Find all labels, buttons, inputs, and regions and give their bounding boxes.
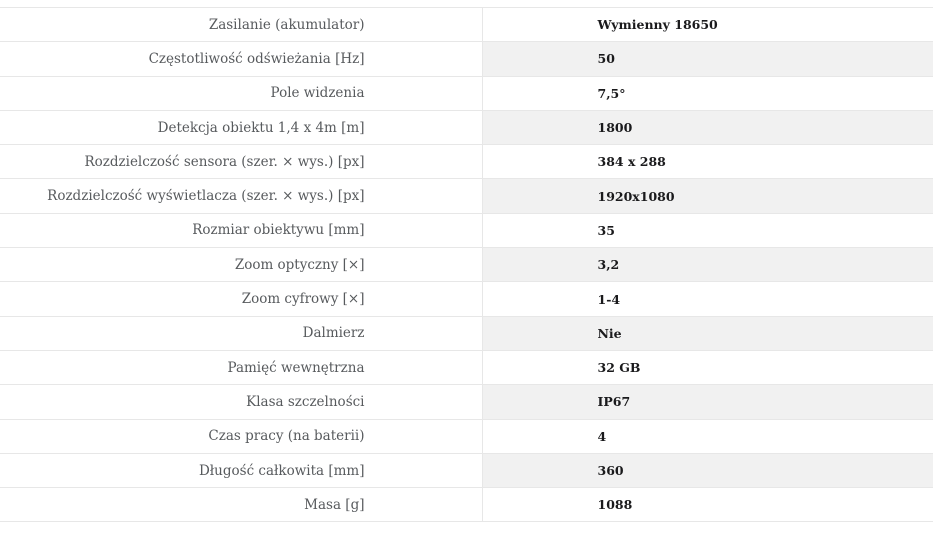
table-row: Zoom optyczny [×] 3,2 — [0, 247, 933, 283]
spec-value: 4 — [482, 419, 933, 454]
spec-label: Długość całkowita [mm] — [0, 453, 483, 489]
spec-label: Masa [g] — [0, 487, 483, 523]
spec-label: Rozmiar obiektywu [mm] — [0, 213, 483, 249]
spec-value: 50 — [482, 41, 933, 77]
spec-label: Rozdzielczość sensora (szer. × wys.) [px… — [0, 144, 483, 180]
table-row: Klasa szczelności IP67 — [0, 384, 933, 420]
spec-value: 3,2 — [482, 247, 933, 283]
spec-label: Dalmierz — [0, 316, 483, 351]
table-row: Częstotliwość odświeżania [Hz] 50 — [0, 41, 933, 77]
spec-label: Zoom cyfrowy [×] — [0, 281, 483, 317]
spec-value: Wymienny 18650 — [482, 7, 933, 43]
spec-label: Czas pracy (na baterii) — [0, 419, 483, 454]
spec-label: Częstotliwość odświeżania [Hz] — [0, 41, 483, 77]
spec-label: Klasa szczelności — [0, 384, 483, 420]
spec-value: Nie — [482, 316, 933, 351]
spec-label: Rozdzielczość wyświetlacza (szer. × wys.… — [0, 178, 483, 214]
spec-value: 32 GB — [482, 350, 933, 386]
spec-value: 1088 — [482, 487, 933, 523]
spec-label: Zoom optyczny [×] — [0, 247, 483, 283]
spec-value: 7,5° — [482, 76, 933, 111]
table-row: Długość całkowita [mm] 360 — [0, 453, 933, 489]
spec-label: Pole widzenia — [0, 76, 483, 111]
table-row: Pamięć wewnętrzna 32 GB — [0, 350, 933, 386]
table-row: Dalmierz Nie — [0, 316, 933, 351]
spec-value: 1-4 — [482, 281, 933, 317]
spec-value: 1800 — [482, 110, 933, 146]
table-row: Zasilanie (akumulator) Wymienny 18650 — [0, 7, 933, 43]
table-row: Czas pracy (na baterii) 4 — [0, 419, 933, 454]
table-row: Masa [g] 1088 — [0, 487, 933, 523]
spec-value: 360 — [482, 453, 933, 489]
spec-table-section: Zasilanie (akumulator) Wymienny 18650 Cz… — [0, 7, 933, 523]
spec-label: Detekcja obiektu 1,4 x 4m [m] — [0, 110, 483, 146]
table-row: Rozdzielczość sensora (szer. × wys.) [px… — [0, 144, 933, 180]
table-row: Detekcja obiektu 1,4 x 4m [m] 1800 — [0, 110, 933, 146]
spec-value: 35 — [482, 213, 933, 249]
table-row: Rozmiar obiektywu [mm] 35 — [0, 213, 933, 249]
spec-table-body: Zasilanie (akumulator) Wymienny 18650 Cz… — [0, 7, 933, 523]
spec-value: IP67 — [482, 384, 933, 420]
table-row: Rozdzielczość wyświetlacza (szer. × wys.… — [0, 178, 933, 214]
table-row: Pole widzenia 7,5° — [0, 76, 933, 111]
spec-label: Zasilanie (akumulator) — [0, 7, 483, 43]
spec-label: Pamięć wewnętrzna — [0, 350, 483, 386]
spec-value: 384 x 288 — [482, 144, 933, 180]
spec-value: 1920x1080 — [482, 178, 933, 214]
table-row: Zoom cyfrowy [×] 1-4 — [0, 281, 933, 317]
spec-table: Zasilanie (akumulator) Wymienny 18650 Cz… — [0, 7, 933, 523]
